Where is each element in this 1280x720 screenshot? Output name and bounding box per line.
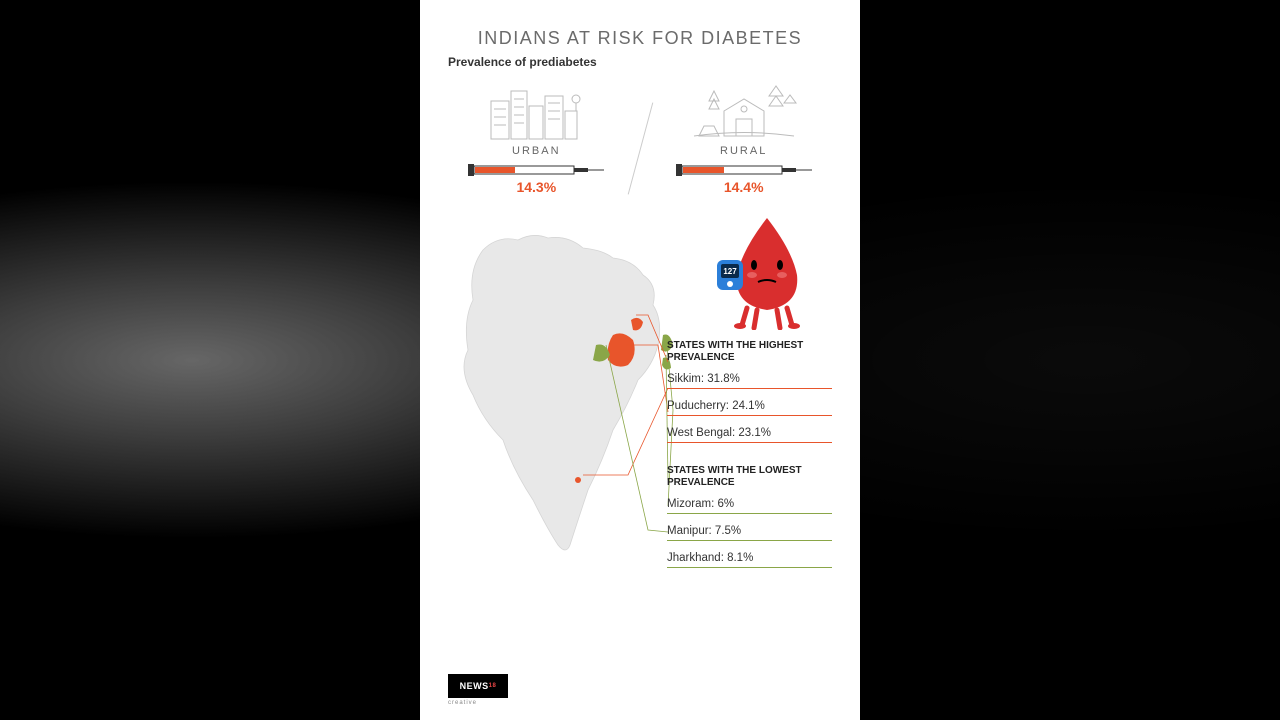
puducherry-region	[575, 477, 581, 483]
main-title: INDIANS AT RISK FOR DIABETES	[448, 28, 832, 49]
logo-num: 18	[489, 683, 497, 689]
india-map-icon	[438, 220, 698, 560]
state-item: Jharkhand: 8.1%	[667, 549, 832, 568]
rural-icon	[684, 81, 804, 141]
lowest-heading: STATES WITH THE LOWEST PREVALENCE	[667, 465, 832, 489]
state-item: Manipur: 7.5%	[667, 522, 832, 541]
lowest-states-block: STATES WITH THE LOWEST PREVALENCE Mizora…	[667, 465, 832, 568]
highest-states-block: STATES WITH THE HIGHEST PREVALENCE Sikki…	[667, 340, 832, 568]
infographic-card: INDIANS AT RISK FOR DIABETES Prevalence …	[420, 0, 860, 720]
urban-syringe-icon	[466, 163, 606, 177]
blood-drop-icon: 127	[712, 210, 822, 330]
rural-syringe-icon	[674, 163, 814, 177]
prevalence-row: URBAN 14.3%	[448, 81, 832, 195]
state-item: Puducherry: 24.1%	[667, 397, 832, 416]
subtitle: Prevalence of prediabetes	[448, 55, 832, 69]
west-bengal-region	[608, 333, 635, 366]
urban-column: URBAN 14.3%	[448, 81, 625, 195]
urban-value: 14.3%	[516, 179, 556, 195]
meter-reading: 127	[723, 267, 737, 276]
logo-subtext: creative	[448, 700, 477, 706]
rural-value: 14.4%	[724, 179, 764, 195]
logo-brand: NEWS	[460, 681, 489, 691]
rural-label: RURAL	[720, 145, 767, 157]
urban-label: URBAN	[512, 145, 561, 157]
news18-logo: NEWS18	[448, 674, 508, 698]
state-item: Mizoram: 6%	[667, 495, 832, 514]
map-section: 127 STATES WITH THE HIGHEST PREVALENCE S…	[448, 210, 832, 630]
state-item: Sikkim: 31.8%	[667, 370, 832, 389]
highest-heading: STATES WITH THE HIGHEST PREVALENCE	[667, 340, 832, 364]
divider-line	[628, 102, 654, 194]
state-item: West Bengal: 23.1%	[667, 424, 832, 443]
urban-icon	[476, 81, 596, 141]
rural-column: RURAL 14.4%	[655, 81, 832, 195]
